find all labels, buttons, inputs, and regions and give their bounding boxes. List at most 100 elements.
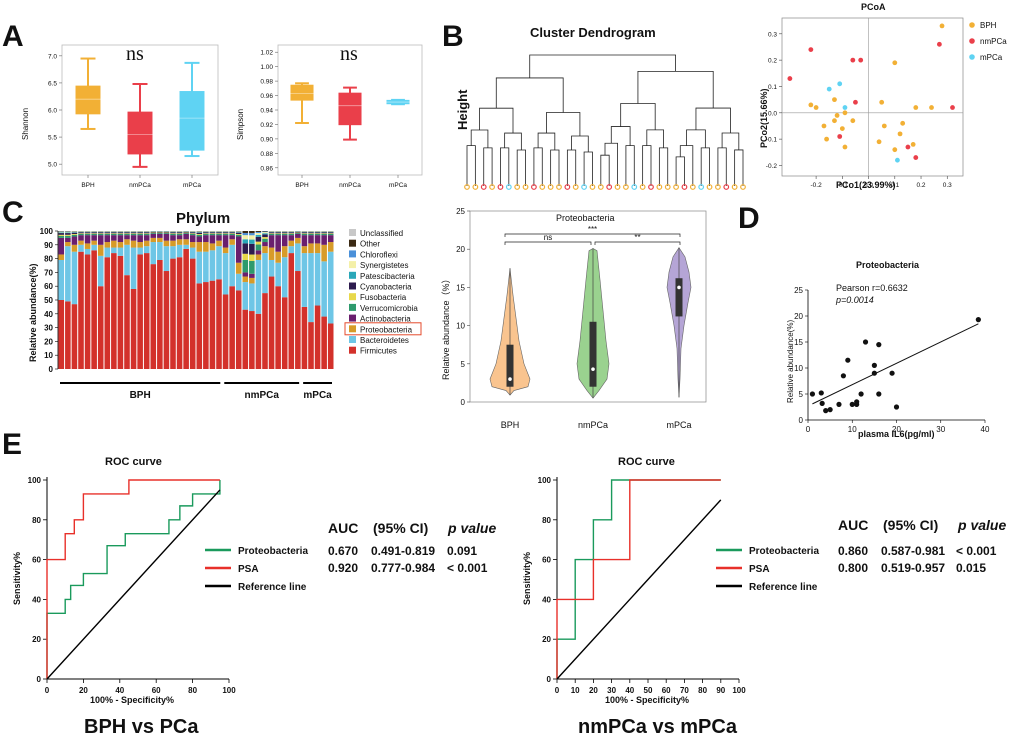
corr-xlabel: plasma IL6(pg/ml) — [858, 429, 935, 439]
dendrogram-branch — [717, 147, 727, 186]
phylum-bar-segment — [163, 271, 170, 369]
dendrogram-branch — [583, 151, 593, 186]
phylum-bar-segment — [91, 235, 97, 241]
phylum-bar-segment — [91, 232, 97, 234]
phylum-bar-segment — [235, 236, 242, 263]
corr-xtick-label: 10 — [848, 425, 857, 434]
roc1-ytick-label: 20 — [32, 635, 41, 644]
pcoa-point — [826, 86, 832, 92]
phylum-bar-segment — [314, 232, 321, 234]
pcoa-point — [821, 123, 827, 129]
panel-letter-d: D — [738, 202, 760, 235]
phylum-bar-segment — [209, 232, 216, 234]
phylum-bar-segment — [242, 259, 249, 273]
phylum-bar-segment — [255, 231, 262, 233]
phylum-bar-segment — [157, 233, 163, 238]
phylum-bar-segment — [124, 239, 130, 245]
phylum-legend-swatch — [349, 282, 356, 290]
phylum-bar-segment — [65, 242, 71, 247]
dendrogram-branch — [658, 147, 669, 186]
phylum-bar-segment — [249, 239, 255, 244]
phylum-bar-segment — [275, 286, 281, 369]
dendrogram-leaf — [556, 184, 562, 190]
phylum-bar-segment — [91, 240, 97, 245]
pcoa-ytick-label: -0.1 — [766, 137, 778, 144]
phylum-bar-segment — [314, 243, 321, 254]
phylum-bar-segment — [301, 235, 308, 247]
pcoa-point — [832, 97, 837, 103]
dendrogram-leaf — [639, 184, 646, 190]
phylum-bar-segment — [163, 231, 170, 233]
roc1-title: ROC curve — [105, 456, 162, 468]
dendrogram-ylabel: Height — [455, 89, 470, 130]
corr-point — [871, 362, 877, 368]
phylum-bar-segment — [137, 247, 143, 255]
phylum-bar-segment — [91, 244, 97, 251]
roc1-ytick-label: 100 — [28, 476, 42, 485]
phylum-legend-swatch — [349, 239, 356, 247]
dendrogram-branch — [466, 145, 476, 186]
phylum-bar-segment — [281, 297, 288, 369]
violin-median — [677, 285, 681, 290]
simpson-xtick-label: BPH — [295, 182, 309, 189]
phylum-bar-segment — [314, 233, 321, 236]
phylum-bar-segment — [281, 257, 288, 298]
phylum-bar-segment — [255, 236, 262, 242]
pcoa-point — [837, 134, 843, 139]
phylum-bar-segment — [137, 233, 143, 234]
roc2-ytick-label: 80 — [542, 516, 551, 525]
phylum-legend-label: Fusobacteria — [360, 293, 407, 302]
roc2-ylabel: Sensitivity% — [522, 552, 532, 605]
pcoa-xtick-label: -0.1 — [837, 182, 849, 189]
pcoa-legend-label: nmPCa — [980, 37, 1007, 46]
phylum-ytick-label: 80 — [44, 255, 53, 264]
shannon-xtick-label: nmPCa — [129, 182, 151, 189]
roc2-legend-label: Reference line — [749, 582, 818, 593]
phylum-bar-segment — [176, 257, 183, 369]
phylum-bar-segment — [111, 253, 117, 369]
phylum-bar-segment — [196, 232, 203, 235]
phylum-bar-segment — [176, 233, 183, 236]
phylum-bar-segment — [137, 235, 143, 243]
phylum-bar-segment — [229, 239, 235, 245]
pcoa-point — [808, 102, 814, 108]
phylum-bar-segment — [176, 233, 183, 234]
dendrogram-leaf — [497, 184, 504, 190]
roc1-legend-label: Proteobacteria — [238, 546, 308, 557]
phylum-bar-segment — [78, 232, 84, 234]
roc1-xtick-label: 100 — [222, 686, 236, 695]
phylum-bar-segment — [268, 259, 275, 277]
pcoa-point — [842, 144, 848, 150]
phylum-bar-segment — [229, 232, 235, 234]
violin-ylabel: Relative abundance（%） — [441, 274, 451, 380]
phylum-bar-segment — [222, 247, 229, 254]
phylum-bar-segment — [111, 247, 117, 254]
phylum-bar-segment — [150, 237, 157, 243]
phylum-bar-segment — [143, 233, 150, 236]
corr-point — [809, 391, 816, 397]
phylum-bar-segment — [222, 294, 229, 369]
phylum-bar-segment — [249, 277, 255, 284]
roc2-ytick-label: 40 — [542, 595, 551, 604]
phylum-bar-segment — [183, 248, 189, 369]
phylum-bar-segment — [117, 255, 124, 369]
corr-p: p=0.0014 — [835, 295, 874, 305]
phylum-bar-segment — [130, 288, 137, 369]
shannon-xtick-label: mPCa — [183, 182, 201, 189]
corr-point — [889, 370, 895, 376]
phylum-bar-segment — [183, 233, 189, 240]
roc2-xtick-label: 40 — [625, 686, 634, 695]
roc1-r0-p: 0.091 — [447, 544, 477, 558]
phylum-bar-segment — [104, 235, 111, 243]
phylum-bar-segment — [229, 233, 235, 236]
violin-xtick-label: BPH — [501, 420, 520, 430]
pcoa-xtick-label: 0.1 — [890, 182, 899, 189]
roc1-legend-label: PSA — [238, 564, 259, 575]
phylum-bar-segment — [321, 261, 327, 317]
dendrogram-branch — [642, 145, 652, 186]
simpson-ytick-label: 1.02 — [260, 50, 273, 57]
shannon-ns: ns — [126, 43, 144, 65]
phylum-bar-segment — [84, 235, 91, 244]
phylum-bar-segment — [71, 234, 78, 237]
phylum-legend-label: Other — [360, 240, 380, 249]
